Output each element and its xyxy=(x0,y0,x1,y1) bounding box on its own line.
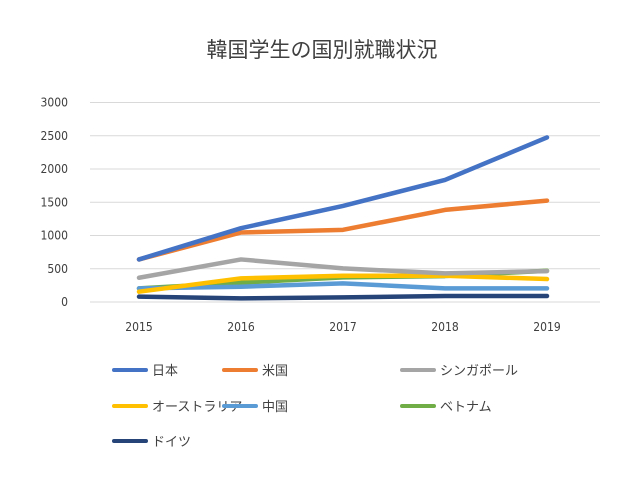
legend-swatch xyxy=(222,367,258,372)
legend-swatch xyxy=(112,438,148,443)
x-tick-label: 2019 xyxy=(533,320,561,334)
y-tick-label: 1500 xyxy=(41,195,69,209)
legend-label: 中国 xyxy=(262,400,289,415)
legend-swatch xyxy=(400,367,436,372)
legend-swatch xyxy=(112,403,148,408)
x-tick-label: 2016 xyxy=(227,320,255,334)
y-tick-label: 3000 xyxy=(41,96,69,110)
series-line-中国 xyxy=(136,281,550,291)
legend-item: ドイツ xyxy=(112,431,191,450)
legend-swatch xyxy=(112,367,148,372)
y-tick-label: 500 xyxy=(47,262,68,276)
legend-label: 日本 xyxy=(152,364,179,379)
legend-item: オーストラリア xyxy=(112,396,242,415)
series-line-ドイツ xyxy=(136,293,550,301)
legend-item: ベトナム xyxy=(400,396,492,415)
legend-item: 中国 xyxy=(222,396,288,415)
legend-item: 日本 xyxy=(112,360,178,379)
legend-item: シンガポール xyxy=(400,360,518,379)
legend-label: オーストラリア xyxy=(152,400,243,415)
legend-label: 米国 xyxy=(262,364,289,379)
y-tick-label: 1000 xyxy=(41,229,69,243)
x-tick-label: 2017 xyxy=(329,320,356,334)
x-tick-label: 2015 xyxy=(125,320,152,334)
y-tick-label: 2000 xyxy=(41,162,69,176)
series-line-日本 xyxy=(136,135,550,262)
y-tick-label: 2500 xyxy=(41,129,69,143)
series-line-シンガポール xyxy=(136,257,550,280)
legend-swatch xyxy=(222,403,258,408)
y-tick-label: 0 xyxy=(61,295,68,309)
legend-swatch xyxy=(400,403,436,408)
legend-label: ベトナム xyxy=(440,400,492,415)
chart-title: 韓国学生の国別就職状況 xyxy=(206,38,438,62)
series-line-米国 xyxy=(136,198,550,262)
legend-item: 米国 xyxy=(222,360,288,379)
x-tick-label: 2018 xyxy=(431,320,459,334)
series-line-オーストラリア xyxy=(136,273,550,294)
legend-label: シンガポール xyxy=(440,364,519,379)
legend-label: ドイツ xyxy=(152,435,192,450)
